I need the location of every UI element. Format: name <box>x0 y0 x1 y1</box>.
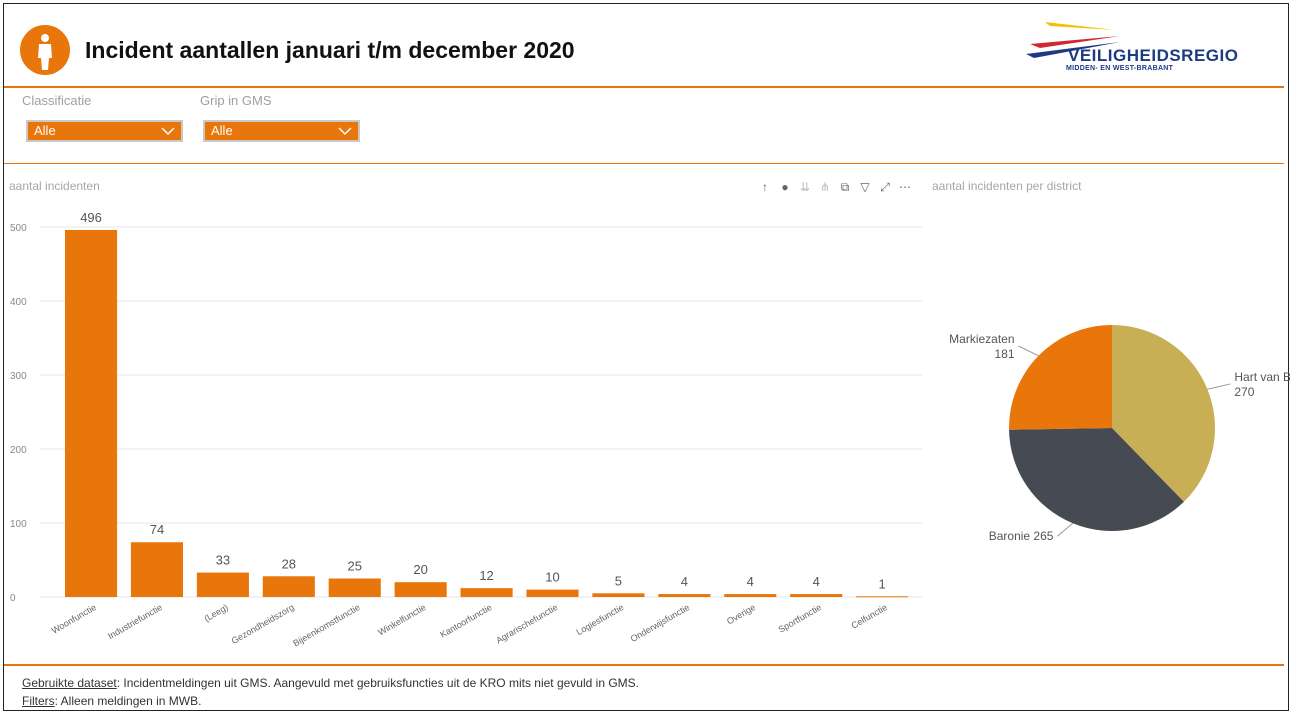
footer-divider <box>4 664 1284 666</box>
x-tick-label: Kantoorfunctie <box>438 602 493 640</box>
filter-icon[interactable]: ▽ <box>860 180 870 194</box>
x-tick-label: Overige <box>725 602 757 626</box>
pie-chart-title: aantal incidenten per district <box>932 179 1082 193</box>
bar <box>592 593 645 597</box>
data-label: 10 <box>545 570 559 585</box>
slice-value: 181 <box>995 347 1015 361</box>
dataset-note: Gebruikte dataset: Incidentmeldingen uit… <box>22 676 639 690</box>
bar <box>65 229 118 597</box>
pie-chart: Hart van Brab...270 Baronie 265 Markiezate… <box>949 325 1290 543</box>
brand-name: VEILIGHEIDSREGIO <box>1068 46 1239 65</box>
slice-label: Hart van Brab... <box>1234 370 1290 384</box>
chevron-down-icon <box>161 127 175 136</box>
focus-mode-icon[interactable]: ⤢ <box>880 179 890 194</box>
data-label: 28 <box>282 556 296 571</box>
grip-value: Alle <box>211 123 233 138</box>
leader-line <box>1018 345 1039 357</box>
x-tick-label: Celfunctie <box>849 602 889 631</box>
data-label: 4 <box>813 574 820 589</box>
x-tick-label: Industriefunctie <box>106 602 164 641</box>
data-label: 496 <box>80 210 102 225</box>
grip-dropdown[interactable]: Alle <box>203 120 360 142</box>
classificatie-value: Alle <box>34 123 56 138</box>
x-tick-label: Agrarischefunctie <box>494 602 559 645</box>
x-tick-label: Gezondheidszorg <box>230 602 296 646</box>
data-label: 74 <box>150 522 164 537</box>
arrow-up-icon[interactable]: ↑ <box>762 180 768 194</box>
filter-divider <box>4 163 1284 164</box>
y-tick-label: 100 <box>10 519 27 530</box>
bar <box>328 578 381 597</box>
data-label: 4 <box>747 574 754 589</box>
page-title: Incident aantallen januari t/m december … <box>85 37 575 63</box>
data-label: 20 <box>413 562 427 577</box>
x-tick-label: Woonfunctie <box>50 602 98 636</box>
bar <box>526 589 579 597</box>
report-frame <box>3 3 1289 711</box>
bar <box>130 542 184 597</box>
data-label: 12 <box>479 568 493 583</box>
filters-link[interactable]: Filters <box>22 694 55 708</box>
data-label: 4 <box>681 574 688 589</box>
x-tick-label: Winkelfunctie <box>376 602 427 637</box>
x-tick-label: Onderwijsfunctie <box>629 602 692 644</box>
pie-slice <box>1009 428 1184 532</box>
bar <box>790 594 843 597</box>
dataset-link[interactable]: Gebruikte dataset <box>22 676 117 690</box>
slice-label: Baronie 265 <box>989 529 1054 543</box>
slice-value: 270 <box>1234 385 1254 399</box>
pie-slice <box>1112 325 1215 502</box>
filters-note: Filters: Alleen meldingen in MWB. <box>22 694 201 708</box>
data-label: 5 <box>615 573 622 588</box>
bar-chart: 0 100 200 300 400 500 496 Woonfunctie 74 Industri… <box>10 210 922 649</box>
more-options-icon[interactable]: ⋯ <box>899 180 911 194</box>
header-divider <box>4 86 1284 88</box>
classificatie-label: Classificatie <box>22 93 92 108</box>
y-tick-label: 300 <box>10 371 27 382</box>
bar <box>394 582 447 597</box>
firefighter-icon <box>20 25 70 75</box>
slice-label: Markiezaten <box>949 332 1014 346</box>
bar <box>724 594 777 597</box>
filters-text: : Alleen meldingen in MWB. <box>54 694 202 708</box>
classificatie-dropdown[interactable]: Alle <box>26 120 183 142</box>
leader-line <box>1207 383 1231 390</box>
chevron-down-icon <box>338 127 352 136</box>
bar <box>196 572 249 597</box>
bar <box>658 594 711 597</box>
bar <box>262 576 315 597</box>
x-tick-label: Logiesfunctie <box>574 602 625 637</box>
copy-icon[interactable]: ⧉ <box>840 179 850 194</box>
y-tick-label: 400 <box>10 297 27 308</box>
drill-down-icon[interactable]: ● <box>781 180 789 194</box>
bar <box>460 588 513 597</box>
y-tick-label: 500 <box>10 223 27 234</box>
x-tick-label: Sportfunctie <box>777 602 824 635</box>
y-tick-label: 200 <box>10 445 27 456</box>
leader-line <box>1057 522 1074 537</box>
visual-toolbar: ↑ ● ⇊ ⋔ ⧉ ▽ ⤢ ⋯ <box>757 177 913 197</box>
grip-label: Grip in GMS <box>200 93 272 108</box>
brand-logo-icon <box>1026 22 1120 58</box>
data-label: 1 <box>878 576 885 591</box>
bar-chart-title: aantal incidenten <box>9 179 100 193</box>
hierarchy-icon[interactable]: ⋔ <box>819 180 831 194</box>
pie-slice <box>1009 325 1112 430</box>
y-tick-label: 0 <box>10 593 16 604</box>
x-tick-label: (Leeg) <box>202 602 230 624</box>
x-tick-label: Bijeenkomstfunctie <box>291 602 361 648</box>
data-label: 25 <box>347 559 361 574</box>
expand-all-icon[interactable]: ⇊ <box>799 180 811 194</box>
bar <box>856 596 909 598</box>
data-label: 33 <box>216 553 230 568</box>
brand-subtitle: MIDDEN- EN WEST-BRABANT <box>1066 65 1174 72</box>
dataset-text: : Incidentmeldingen uit GMS. Aangevuld m… <box>116 676 639 690</box>
